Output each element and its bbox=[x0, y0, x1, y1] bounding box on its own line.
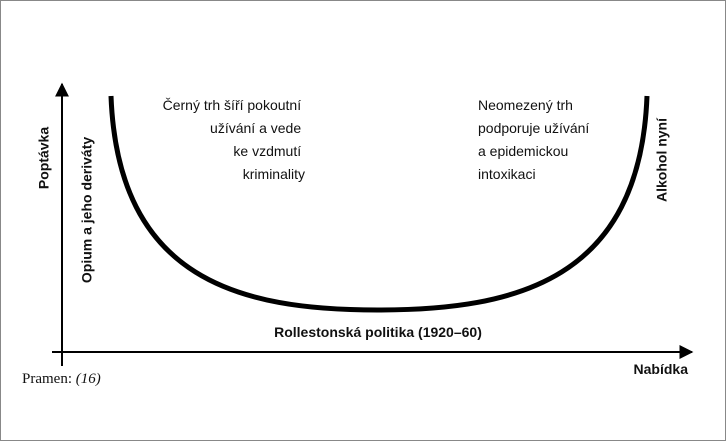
y-axis-label: Poptávka bbox=[36, 127, 52, 189]
note-line: ke vzdmutí bbox=[233, 143, 301, 159]
left-note: Černý trh šíří pokoutní užívání a vede k… bbox=[163, 97, 305, 182]
note-line: a epidemickou bbox=[478, 143, 568, 159]
note-line: podporuje užívání bbox=[478, 120, 589, 136]
note-line: intoxikaci bbox=[478, 166, 536, 182]
note-line: kriminality bbox=[243, 166, 305, 182]
source: Pramen: (16) bbox=[22, 371, 101, 387]
bottom-label: Rollestonská politika (1920–60) bbox=[274, 324, 482, 340]
u-curve bbox=[108, 95, 650, 313]
x-axis-label: Nabídka bbox=[634, 361, 689, 377]
right-end-label: Alkohol nyní bbox=[654, 117, 670, 202]
right-note: Neomezený trh podporuje užívání a epidem… bbox=[478, 97, 593, 182]
left-end-label: Opium a jeho deriváty bbox=[79, 137, 95, 283]
source-label: Pramen: bbox=[22, 371, 72, 387]
source-ref: (16) bbox=[76, 371, 101, 387]
note-line: Černý trh šíří pokoutní bbox=[163, 97, 302, 113]
note-line: užívání a vede bbox=[210, 120, 301, 136]
note-line: Neomezený trh bbox=[478, 97, 573, 113]
